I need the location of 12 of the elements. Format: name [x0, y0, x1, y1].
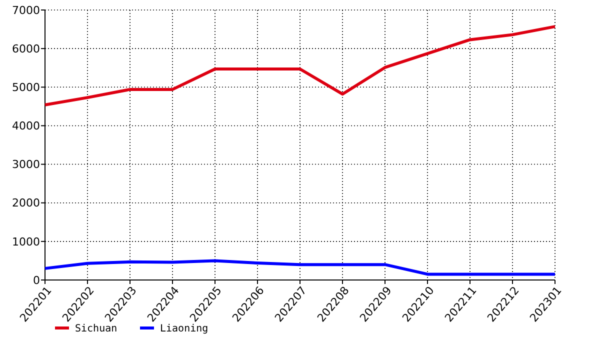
line-series: [44, 25, 556, 106]
y-tick-label: 2000: [12, 196, 40, 210]
y-tick-label: 6000: [12, 42, 40, 56]
y-tick-label: 1000: [12, 235, 40, 248]
legend-label: Liaoning: [160, 324, 208, 334]
y-tick-label: 0: [33, 274, 40, 287]
y-tick-label: 4000: [12, 120, 40, 133]
y-tick-label: 3000: [12, 158, 40, 172]
line-series: [44, 259, 556, 276]
y-tick-label: 5000: [12, 80, 40, 94]
legend-label: Sichuan: [75, 324, 118, 334]
y-tick-label: 7000: [12, 4, 40, 17]
